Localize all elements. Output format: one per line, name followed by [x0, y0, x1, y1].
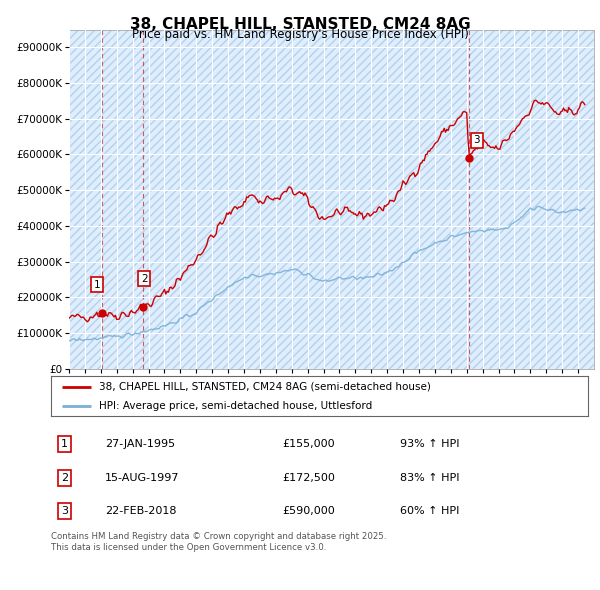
- Text: 15-AUG-1997: 15-AUG-1997: [105, 473, 179, 483]
- Text: £155,000: £155,000: [282, 439, 335, 449]
- Text: 60% ↑ HPI: 60% ↑ HPI: [400, 506, 460, 516]
- Text: Price paid vs. HM Land Registry's House Price Index (HPI): Price paid vs. HM Land Registry's House …: [131, 28, 469, 41]
- Text: 1: 1: [94, 280, 100, 290]
- Text: 22-FEB-2018: 22-FEB-2018: [105, 506, 176, 516]
- Text: 3: 3: [473, 135, 480, 145]
- Text: 3: 3: [61, 506, 68, 516]
- Text: 1: 1: [61, 439, 68, 449]
- Text: HPI: Average price, semi-detached house, Uttlesford: HPI: Average price, semi-detached house,…: [100, 401, 373, 411]
- Text: 2: 2: [141, 274, 148, 284]
- Text: 38, CHAPEL HILL, STANSTED, CM24 8AG: 38, CHAPEL HILL, STANSTED, CM24 8AG: [130, 17, 470, 31]
- Text: £590,000: £590,000: [282, 506, 335, 516]
- Text: 93% ↑ HPI: 93% ↑ HPI: [400, 439, 460, 449]
- Text: 2: 2: [61, 473, 68, 483]
- Text: Contains HM Land Registry data © Crown copyright and database right 2025.
This d: Contains HM Land Registry data © Crown c…: [51, 532, 386, 552]
- Text: 27-JAN-1995: 27-JAN-1995: [105, 439, 175, 449]
- Text: 83% ↑ HPI: 83% ↑ HPI: [400, 473, 460, 483]
- Text: 38, CHAPEL HILL, STANSTED, CM24 8AG (semi-detached house): 38, CHAPEL HILL, STANSTED, CM24 8AG (sem…: [100, 382, 431, 392]
- Text: £172,500: £172,500: [282, 473, 335, 483]
